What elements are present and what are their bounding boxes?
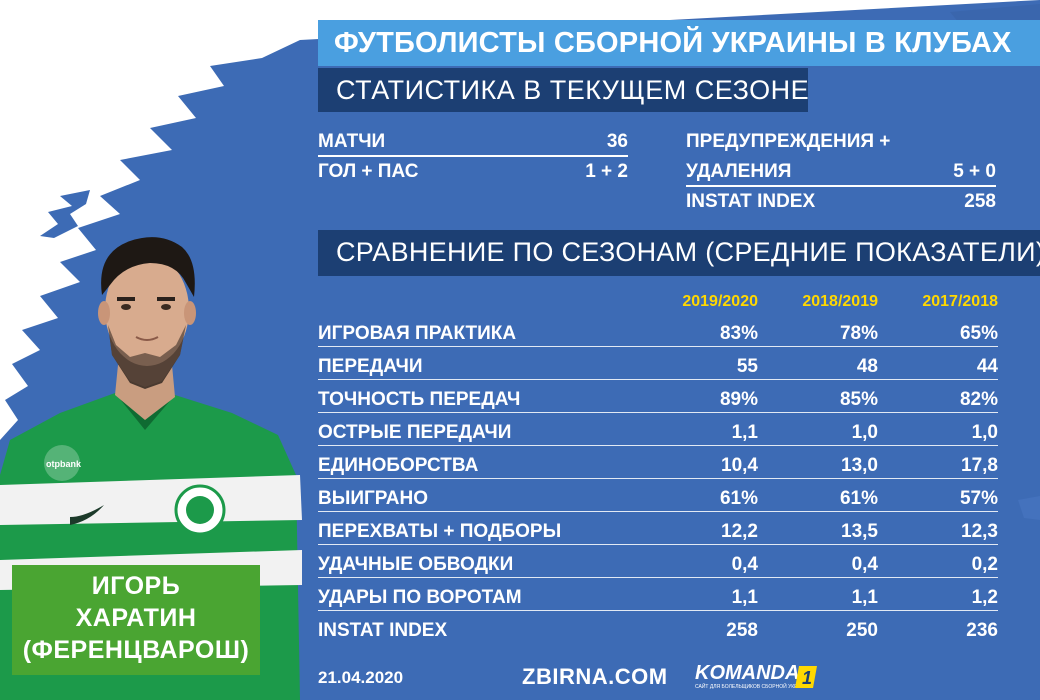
row-value: 13,0 (841, 455, 878, 476)
row-label: ЕДИНОБОРСТВА (318, 455, 479, 476)
row-value: 0,4 (851, 554, 878, 575)
svg-text:1: 1 (802, 668, 812, 688)
row-divider (318, 610, 998, 611)
row-value: 17,8 (961, 455, 998, 476)
subtitle-banner (318, 68, 808, 112)
row-value: 10,4 (721, 455, 758, 476)
instat-value: 258 (964, 191, 996, 212)
season-header: 2019/2020 (682, 293, 758, 310)
row-value: 78% (839, 323, 878, 344)
logo-number-icon: 1 (795, 666, 817, 688)
row-value: 1,1 (731, 587, 758, 608)
row-value: 0,4 (731, 554, 758, 575)
table-row: УДАРЫ ПО ВОРОТАМ 1,1 1,1 1,2 (318, 583, 998, 611)
row-value: 1,2 (971, 587, 998, 608)
player-club: (ФЕРЕНЦВАРОШ) (22, 636, 250, 664)
row-value: 61% (719, 488, 758, 509)
row-value: 258 (726, 620, 758, 641)
goals-assists-label: ГОЛ + ПАС (318, 161, 419, 182)
row-value: 236 (966, 620, 998, 641)
row-divider (318, 379, 998, 380)
table-row: ЕДИНОБОРСТВА 10,4 13,0 17,8 (318, 451, 998, 479)
page-subtitle: СТАТИСТИКА В ТЕКУЩЕМ СЕЗОНЕ (336, 75, 810, 105)
row-label: ТОЧНОСТЬ ПЕРЕДАЧ (318, 389, 521, 410)
row-divider (318, 577, 998, 578)
table-row: ПЕРЕХВАТЫ + ПОДБОРЫ 12,2 13,5 12,3 (318, 517, 998, 545)
season-header: 2017/2018 (922, 293, 998, 310)
cards-value: 5 + 0 (953, 161, 996, 182)
komanda-logo: KOMANDA САЙТ ДЛЯ БОЛЕЛЬЩИКОВ СБОРНОЙ УКР… (695, 662, 825, 696)
table-row: ПЕРЕДАЧИ 55 48 44 (318, 352, 998, 380)
matches-value: 36 (606, 131, 628, 152)
logo-tagline: САЙТ ДЛЯ БОЛЕЛЬЩИКОВ СБОРНОЙ УКРАИНЫ (695, 684, 813, 690)
row-label: ПЕРЕДАЧИ (318, 356, 423, 377)
row-value: 48 (856, 356, 878, 377)
row-value: 55 (736, 356, 758, 377)
row-value: 12,2 (721, 521, 758, 542)
row-value: 250 (846, 620, 878, 641)
row-label: УДАРЫ ПО ВОРОТАМ (318, 587, 522, 608)
row-value: 89% (719, 389, 758, 410)
row-value: 0,2 (971, 554, 998, 575)
row-value: 1,0 (851, 422, 878, 443)
comparison-banner (318, 230, 1040, 276)
row-label: INSTAT INDEX (318, 620, 448, 641)
row-value: 1,1 (851, 587, 878, 608)
row-divider (318, 544, 998, 545)
row-value: 83% (719, 323, 758, 344)
table-row: ВЫИГРАНО 61% 61% 57% (318, 484, 998, 512)
row-divider (318, 412, 998, 413)
row-value: 85% (839, 389, 878, 410)
stats-divider (318, 155, 628, 157)
row-value: 1,0 (971, 422, 998, 443)
row-label: ПЕРЕХВАТЫ + ПОДБОРЫ (318, 521, 562, 542)
page-title: ФУТБОЛИСТЫ СБОРНОЙ УКРАИНЫ В КЛУБАХ (334, 27, 1012, 59)
row-value: 12,3 (961, 521, 998, 542)
season-header: 2018/2019 (802, 293, 878, 310)
row-value: 65% (959, 323, 998, 344)
player-first-name: ИГОРЬ (91, 572, 181, 600)
row-divider (318, 445, 998, 446)
table-row: INSTAT INDEX 258 250 236 (318, 616, 998, 644)
row-label: УДАЧНЫЕ ОБВОДКИ (318, 554, 514, 575)
row-divider (318, 478, 998, 479)
matches-label: МАТЧИ (318, 131, 386, 152)
row-divider (318, 511, 998, 512)
stats-divider (686, 185, 996, 187)
table-row: ИГРОВАЯ ПРАКТИКА 83% 78% 65% (318, 319, 998, 347)
logo-wordmark: KOMANDA (695, 662, 800, 684)
table-row: УДАЧНЫЕ ОБВОДКИ 0,4 0,4 0,2 (318, 550, 998, 578)
row-value: 44 (976, 356, 998, 377)
cards-label-line1: ПРЕДУПРЕЖДЕНИЯ + (686, 131, 891, 152)
row-divider (318, 346, 998, 347)
row-value: 61% (839, 488, 878, 509)
row-value: 57% (959, 488, 998, 509)
row-label: ОСТРЫЕ ПЕРЕДАЧИ (318, 422, 512, 443)
row-value: 13,5 (841, 521, 878, 542)
row-label: ВЫИГРАНО (318, 488, 428, 509)
row-label: ИГРОВАЯ ПРАКТИКА (318, 323, 517, 344)
comparison-title: СРАВНЕНИЕ ПО СЕЗОНАМ (СРЕДНИЕ ПОКАЗАТЕЛИ… (336, 237, 1040, 267)
title-banner (318, 20, 1040, 66)
instat-label: INSTAT INDEX (686, 191, 816, 212)
row-value: 1,1 (731, 422, 758, 443)
publish-date: 21.04.2020 (318, 668, 404, 687)
goals-assists-value: 1 + 2 (585, 161, 628, 182)
table-row: ОСТРЫЕ ПЕРЕДАЧИ 1,1 1,0 1,0 (318, 418, 998, 446)
shirt-sponsor: otpbank (46, 459, 82, 469)
row-value: 82% (959, 389, 998, 410)
site-name: ZBIRNA.COM (522, 664, 668, 689)
table-row: ТОЧНОСТЬ ПЕРЕДАЧ 89% 85% 82% (318, 385, 998, 413)
cards-label: УДАЛЕНИЯ (686, 161, 792, 182)
player-last-name: ХАРАТИН (75, 604, 197, 632)
player-name-box (12, 565, 260, 675)
